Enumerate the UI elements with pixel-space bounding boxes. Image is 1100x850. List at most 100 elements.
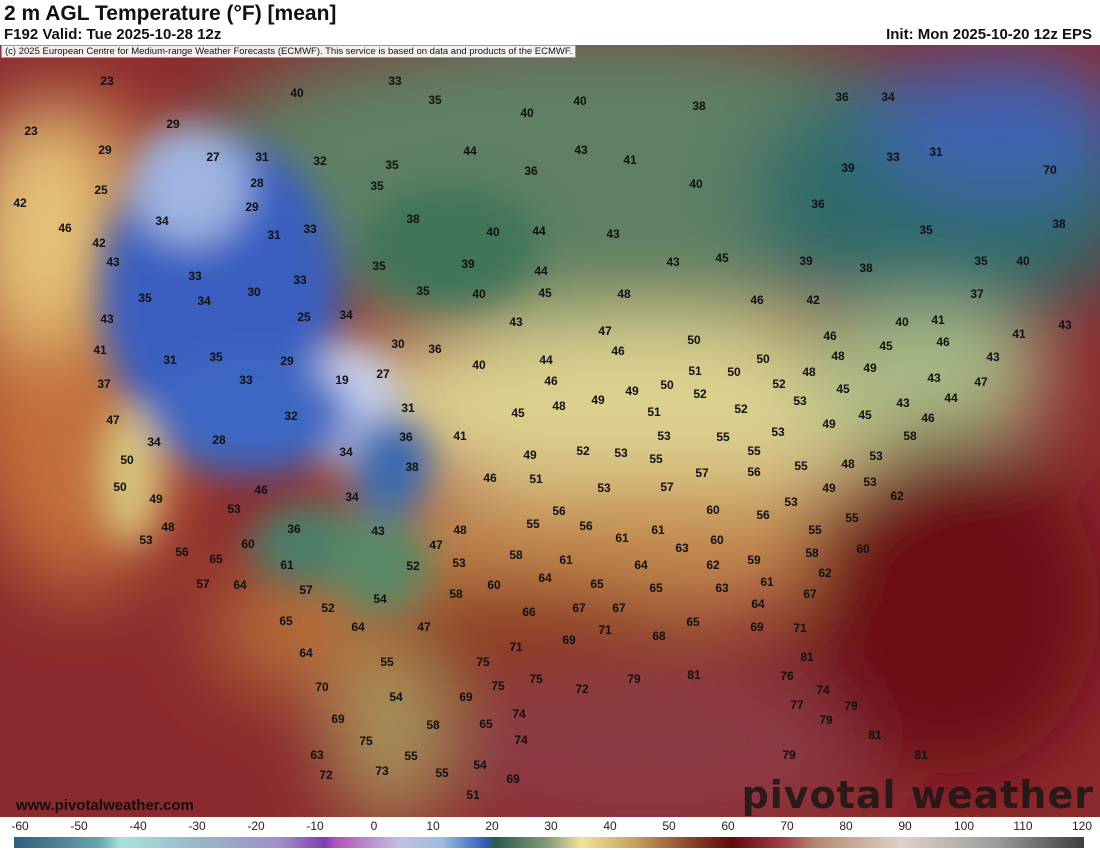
temperature-label: 65 (209, 552, 223, 566)
temperature-label: 31 (401, 401, 415, 415)
temperature-label: 65 (649, 581, 663, 595)
temperature-label: 65 (279, 614, 293, 628)
temperature-label: 56 (756, 508, 770, 522)
temperature-label: 63 (715, 581, 729, 595)
map-title: 2 m AGL Temperature (°F) [mean] (4, 2, 337, 25)
temperature-label: 33 (239, 373, 253, 387)
temperature-label: 79 (627, 672, 641, 686)
colorbar-tick: 10 (426, 819, 440, 833)
temperature-label: 38 (406, 212, 420, 226)
temperature-label: 52 (734, 402, 748, 416)
temperature-map[interactable]: 23 23 29 29 27 31 32 28 25 29 34 42 46 42 31 33 33 30 33 35… (0, 45, 1100, 817)
temperature-label: 50 (113, 480, 127, 494)
temperature-label: 41 (623, 153, 637, 167)
temperature-label: 43 (100, 312, 114, 326)
temperature-label: 35 (209, 350, 223, 364)
temperature-label: 53 (227, 502, 241, 516)
temperature-label: 49 (523, 448, 537, 462)
temperature-label: 46 (921, 411, 935, 425)
colorbar-tick: 120 (1071, 819, 1093, 833)
temperature-label: 37 (970, 287, 984, 301)
temperature-label: 65 (479, 717, 493, 731)
temperature-label: 66 (522, 605, 536, 619)
temperature-label: 75 (476, 655, 490, 669)
temperature-label: 23 (100, 74, 114, 88)
temperature-label: 56 (175, 545, 189, 559)
temperature-label: 53 (784, 495, 798, 509)
temperature-label: 49 (822, 481, 836, 495)
temperature-label: 53 (597, 481, 611, 495)
colorbar-tick: 70 (780, 819, 794, 833)
temperature-label: 48 (552, 399, 566, 413)
temperature-label: 57 (660, 480, 674, 494)
temperature-label: 67 (572, 601, 586, 615)
temperature-label: 43 (666, 255, 680, 269)
temperature-label: 60 (706, 503, 720, 517)
temperature-label: 51 (529, 472, 543, 486)
temperature-label: 75 (359, 734, 373, 748)
temperature-label: 70 (1043, 163, 1057, 177)
temperature-label: 34 (147, 435, 161, 449)
temperature-label: 61 (559, 553, 573, 567)
temperature-label: 29 (166, 117, 180, 131)
temperature-label: 46 (823, 329, 837, 343)
temperature-label: 67 (612, 601, 626, 615)
temperature-label: 34 (197, 294, 211, 308)
temperature-label: 62 (818, 566, 832, 580)
temperature-label: 60 (241, 537, 255, 551)
temperature-label: 29 (280, 354, 294, 368)
temperature-label: 50 (660, 378, 674, 392)
temperature-label: 67 (803, 587, 817, 601)
temperature-label: 57 (695, 466, 709, 480)
temperature-label: 48 (831, 349, 845, 363)
temperature-label: 43 (927, 371, 941, 385)
temperature-label: 57 (196, 577, 210, 591)
temperature-label: 50 (687, 333, 701, 347)
colorbar-tick: -50 (70, 819, 88, 833)
colorbar-tick: -20 (247, 819, 265, 833)
colorbar-tick: 100 (953, 819, 975, 833)
temperature-label: 31 (163, 353, 177, 367)
temperature-label: 61 (760, 575, 774, 589)
temperature-label: 46 (611, 344, 625, 358)
temperature-label: 23 (24, 124, 38, 138)
temperature-label: 62 (890, 489, 904, 503)
temperature-label: 48 (802, 365, 816, 379)
temperature-label: 50 (727, 365, 741, 379)
temperature-label: 33 (293, 273, 307, 287)
temperature-label: 51 (688, 364, 702, 378)
temperature-label: 44 (463, 144, 477, 158)
temperature-label: 69 (459, 690, 473, 704)
colorbar-tick: 0 (370, 819, 378, 833)
temperature-label: 43 (986, 350, 1000, 364)
temperature-label: 49 (625, 384, 639, 398)
temperature-label: 50 (120, 453, 134, 467)
temperature-label: 49 (863, 361, 877, 375)
temperature-label: 31 (267, 228, 281, 242)
temperature-label: 71 (598, 623, 612, 637)
temperature-label: 55 (794, 459, 808, 473)
temperature-label: 45 (538, 286, 552, 300)
temperature-label: 31 (255, 150, 269, 164)
temperature-label: 36 (287, 522, 301, 536)
temperature-label: 57 (299, 583, 313, 597)
temperature-label: 71 (793, 621, 807, 635)
temperature-label: 73 (375, 764, 389, 778)
temperature-label: 63 (310, 748, 324, 762)
temperature-label: 46 (254, 483, 268, 497)
temperature-label: 40 (472, 287, 486, 301)
temperature-label: 33 (188, 269, 202, 283)
temperature-label: 35 (416, 284, 430, 298)
temperature-label: 81 (914, 748, 928, 762)
temperature-label: 75 (529, 672, 543, 686)
temperature-label: 64 (538, 571, 552, 585)
temperature-label: 53 (657, 429, 671, 443)
colorbar-tick: 90 (898, 819, 912, 833)
temperature-label: 65 (590, 577, 604, 591)
temperature-label: 43 (509, 315, 523, 329)
temperature-label: 40 (520, 106, 534, 120)
temperature-label: 64 (751, 597, 765, 611)
temperature-label: 47 (106, 413, 120, 427)
temperature-label: 69 (750, 620, 764, 634)
site-url[interactable]: www.pivotalweather.com (16, 797, 194, 814)
